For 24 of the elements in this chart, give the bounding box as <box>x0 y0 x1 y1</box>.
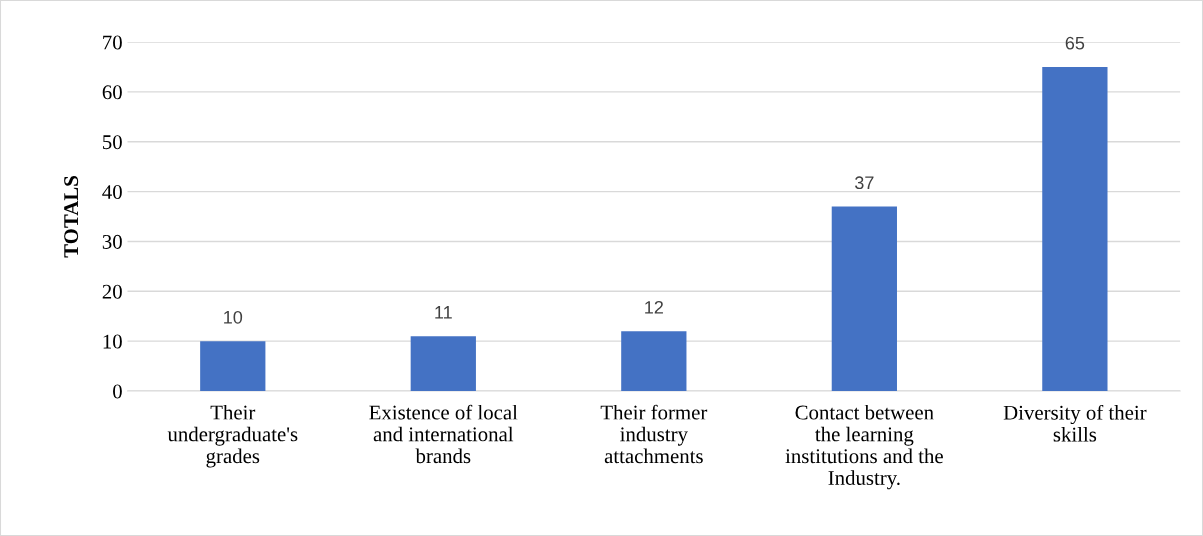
x-tick-label: Existence of local and international brands <box>369 404 518 464</box>
data-label: 12 <box>645 300 663 314</box>
y-tick-label: 0 <box>113 384 122 399</box>
y-tick-label: 60 <box>102 85 122 100</box>
y-tick-label: 10 <box>103 334 122 349</box>
x-tick-label: Contact between the learning institutions and the Industry. <box>785 404 943 490</box>
bar <box>621 331 687 392</box>
y-tick-label: 30 <box>102 234 122 249</box>
x-tick-label: Their former industry attachments <box>600 404 708 464</box>
y-tick-label: 40 <box>102 184 122 200</box>
y-tick-label: 70 <box>103 35 122 50</box>
bar <box>831 206 897 392</box>
y-tick-label: 50 <box>103 135 122 150</box>
y-axis-title: TOTALS <box>64 176 79 258</box>
bar <box>410 336 476 392</box>
data-label: 65 <box>1065 36 1085 50</box>
bar <box>200 341 266 392</box>
bar <box>1042 67 1108 392</box>
x-tick-label: Their undergraduate's grades <box>167 404 298 468</box>
data-label: 10 <box>224 310 243 324</box>
data-label: 37 <box>855 176 874 190</box>
data-label: 11 <box>435 306 452 319</box>
y-tick-label: 20 <box>102 284 122 299</box>
x-tick-label: Diversity of their skills <box>1003 404 1147 442</box>
